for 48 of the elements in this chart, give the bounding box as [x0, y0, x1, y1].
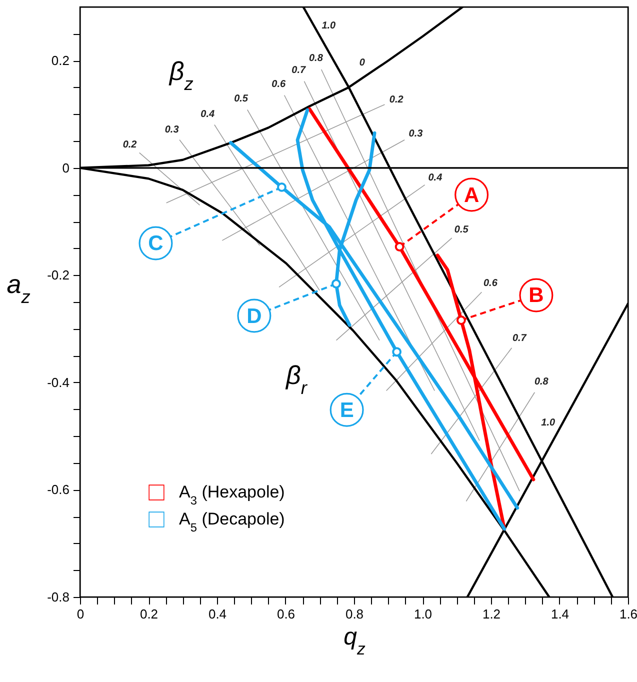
annotation: 0.2 [389, 94, 404, 106]
point [277, 182, 286, 192]
point [392, 347, 402, 357]
x-tick-label: 1.2 [482, 606, 501, 622]
annotation: A [464, 184, 480, 207]
x-tick-label: 0 [76, 606, 84, 622]
annotation: 0.3 [408, 128, 424, 140]
annotation: 1.0 [541, 417, 556, 428]
annotation: 0.6 [483, 278, 498, 289]
annotation: C [148, 232, 164, 256]
x-tick-label: 0.6 [276, 606, 296, 622]
x-tick-label: 0.2 [140, 606, 158, 622]
legend-label: A$_{5}$ (Decapole) [179, 510, 285, 534]
annotation: 0.6 [272, 78, 286, 90]
annotation: 0.7 [292, 64, 306, 76]
y-tick-label: -0.2 [47, 268, 70, 283]
y-tick-label: 0.2 [51, 53, 70, 68]
annotation: 0.5 [454, 224, 469, 236]
x-tick-label: 0.8 [345, 606, 364, 622]
y-tick-label: -0.4 [47, 374, 70, 390]
annotation: 0.5 [234, 94, 248, 105]
x-tick-label: 0.4 [208, 606, 227, 622]
y-tick-label: -0.6 [47, 482, 70, 498]
point [394, 242, 404, 252]
annotation: β$_{r}$ [285, 360, 308, 398]
annotation: 0 [359, 58, 366, 69]
y-tick-label: -0.8 [47, 590, 70, 604]
annotation: 1.0 [322, 20, 336, 32]
annotation: 0.2 [122, 139, 138, 150]
x-axis-title: q$_{z}$ [344, 624, 366, 658]
annotation: 0.3 [164, 124, 180, 136]
annotation: D [246, 304, 262, 328]
point [456, 316, 466, 325]
legend-label: A$_{3}$ (Hexapole) [179, 482, 285, 508]
annotation: 0.7 [512, 332, 527, 344]
y-tick-label: 0 [62, 160, 70, 176]
x-tick-label: 1.0 [414, 606, 432, 622]
point [331, 279, 341, 288]
x-tick-label: 1.4 [550, 606, 570, 622]
annotation: B [528, 284, 544, 308]
annotation: 0.8 [308, 52, 324, 64]
y-axis-title: a$_{z}$ [6, 268, 30, 307]
annotation: β$_{z}$ [168, 56, 194, 94]
annotation: 0.4 [200, 109, 216, 120]
annotation: 0.4 [428, 172, 443, 184]
annotation: E [340, 398, 354, 422]
annotation: 0.8 [534, 376, 549, 388]
x-tick-label: 1.6 [619, 606, 637, 622]
